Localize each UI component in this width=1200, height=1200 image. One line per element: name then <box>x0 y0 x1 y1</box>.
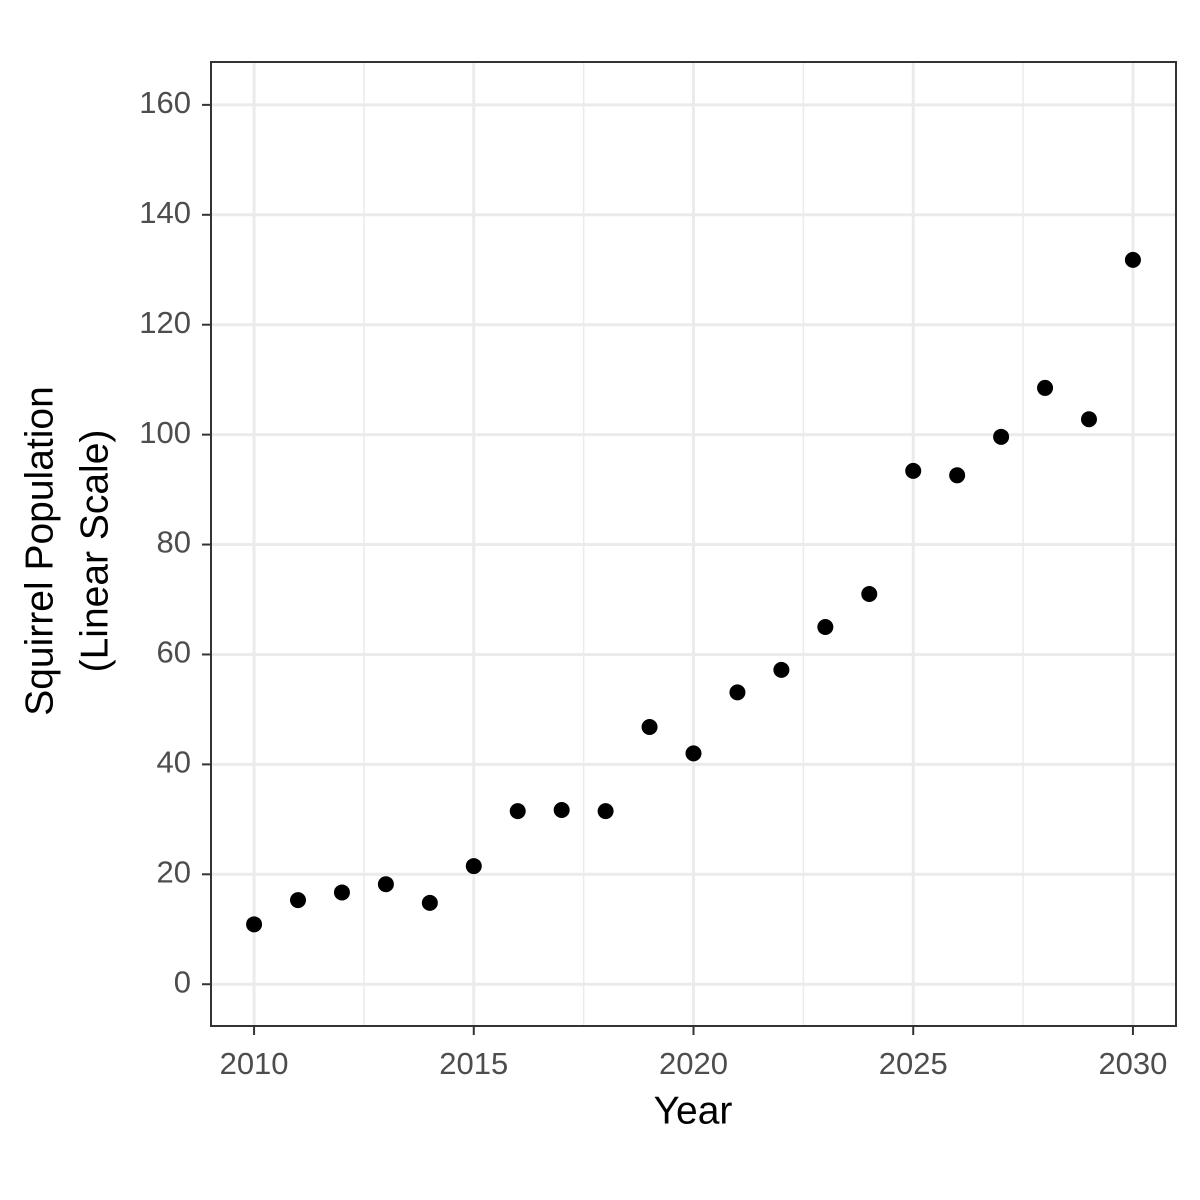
y-tick-label: 100 <box>139 415 191 450</box>
y-tick-label: 40 <box>157 745 191 780</box>
point <box>641 719 658 736</box>
point <box>597 803 614 820</box>
x-tick-label: 2020 <box>659 1046 728 1081</box>
point <box>333 884 350 901</box>
point <box>553 802 570 819</box>
point <box>1124 251 1141 268</box>
point <box>905 462 922 479</box>
point <box>685 745 702 762</box>
point <box>1080 411 1097 428</box>
y-tick-label: 80 <box>157 525 191 560</box>
y-tick-label: 60 <box>157 635 191 670</box>
point <box>817 618 834 635</box>
point <box>509 803 526 820</box>
y-axis-title: (Linear Scale) <box>73 430 116 673</box>
y-tick-label: 160 <box>139 85 191 120</box>
x-tick-label: 2015 <box>439 1046 508 1081</box>
point <box>729 684 746 701</box>
point <box>861 586 878 603</box>
y-tick-label: 20 <box>157 854 191 889</box>
x-tick-label: 2030 <box>1098 1046 1167 1081</box>
point <box>290 892 307 909</box>
y-tick-label: 120 <box>139 305 191 340</box>
x-tick-label: 2010 <box>220 1046 289 1081</box>
point <box>377 876 394 893</box>
y-axis-title: Squirrel Population <box>18 386 61 716</box>
point <box>773 661 790 678</box>
point <box>421 894 438 911</box>
point <box>246 916 263 933</box>
y-tick-label: 140 <box>139 195 191 230</box>
y-tick-label: 0 <box>174 964 191 999</box>
plot-border <box>210 61 1177 1027</box>
point <box>949 467 966 484</box>
x-axis-title: Year <box>654 1089 733 1132</box>
point <box>993 428 1010 445</box>
x-tick-label: 2025 <box>879 1046 948 1081</box>
point <box>465 858 482 875</box>
point <box>1037 379 1054 396</box>
